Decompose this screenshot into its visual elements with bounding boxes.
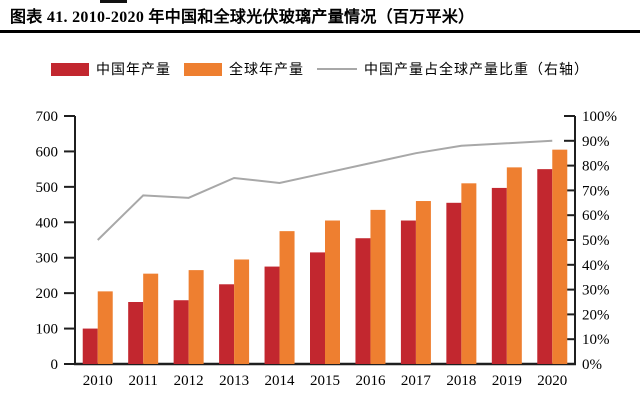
right-axis-tick-label: 50% [582,233,610,249]
china-production-bar [82,328,98,364]
china-series-swatch-icon [51,62,89,76]
global-production-bar [188,270,204,364]
chart-legend: 中国年产量 全球年产量 中国产量占全球产量比重（右轴） [0,60,640,78]
china-production-bar [128,302,144,364]
title-bar: 图表 41. 2010-2020 年中国和全球光伏玻璃产量情况（百万平米） [0,0,640,33]
x-axis-label: 2018 [446,373,476,389]
china-production-bar [310,252,325,364]
global-production-bar [97,291,113,364]
x-axis-label: 2013 [219,373,249,389]
legend-item-global: 全球年产量 [184,59,304,79]
right-axis-tick-label: 30% [582,283,610,299]
left-axis-tick-label: 400 [36,215,59,231]
legend-label-global: 全球年产量 [229,63,304,78]
right-axis-tick-label: 90% [582,134,610,150]
legend-item-china: 中国年产量 [51,59,171,79]
legend-label-share: 中国产量占全球产量比重（右轴） [364,63,589,78]
legend-label-china: 中国年产量 [96,63,171,78]
global-production-bar [234,259,250,364]
china-production-bar [400,220,416,364]
china-production-bar [491,187,507,364]
china-production-bar [355,238,371,364]
x-axis-label: 2016 [355,373,386,389]
x-axis-label: 2014 [265,373,296,389]
left-axis-tick-label: 200 [36,286,59,302]
global-production-bar [325,220,340,364]
x-axis-label: 2010 [83,373,113,389]
right-axis-tick-label: 10% [582,332,610,348]
china-production-bar [219,284,235,364]
right-axis-tick-label: 40% [582,258,610,274]
share-line-swatch-icon [317,68,357,70]
right-axis-tick-label: 60% [582,208,610,224]
left-axis-tick-label: 600 [36,144,59,160]
x-axis-label: 2012 [174,373,204,389]
global-production-bar [370,209,386,364]
x-axis-label: 2019 [492,373,522,389]
x-axis-label: 2015 [310,373,340,389]
global-production-bar [143,273,159,364]
left-axis-tick-label: 300 [36,251,59,267]
x-axis-label: 2017 [401,373,432,389]
right-axis-tick-label: 20% [582,307,610,323]
left-axis-tick-label: 0 [51,357,59,373]
scan-artifact-mark [100,0,127,3]
x-axis-label: 2020 [537,373,567,389]
global-production-bar [552,149,568,364]
global-production-bar [415,201,431,364]
left-axis-tick-label: 700 [36,109,59,125]
global-series-swatch-icon [184,62,222,76]
china-share-line [97,139,553,241]
right-axis-tick-label: 100% [582,109,617,125]
china-production-bar [446,202,462,364]
china-production-bar [537,169,553,364]
right-axis-tick-label: 80% [582,159,610,175]
global-production-bar [506,167,522,364]
left-axis-tick-label: 500 [36,180,59,196]
right-axis-tick-label: 0% [582,357,602,373]
china-production-bar [173,300,189,364]
global-production-bar [279,231,295,364]
right-axis-tick-label: 70% [582,183,610,199]
left-axis-tick-label: 100 [36,322,59,338]
legend-item-share: 中国产量占全球产量比重（右轴） [317,59,589,79]
global-production-bar [461,183,477,364]
chart-title: 图表 41. 2010-2020 年中国和全球光伏玻璃产量情况（百万平米） [10,9,475,26]
x-axis-label: 2011 [128,373,157,389]
china-production-bar [264,266,280,364]
